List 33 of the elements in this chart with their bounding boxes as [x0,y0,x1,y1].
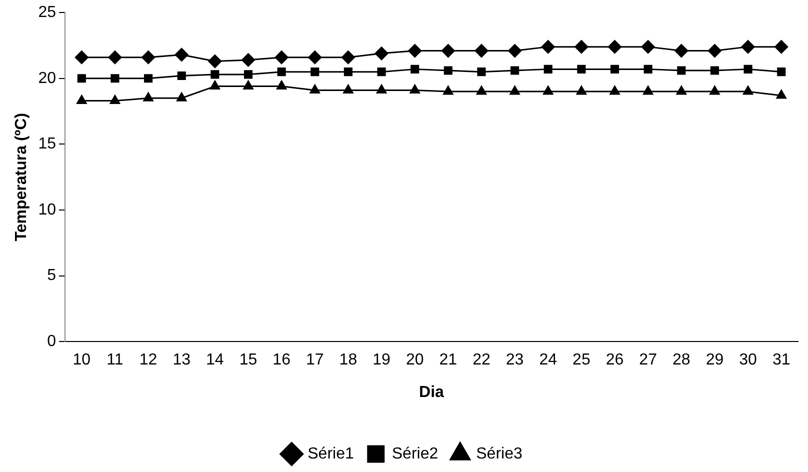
x-axis-title: Dia [419,384,444,401]
x-tick-label: 26 [606,352,624,369]
x-tick-label: 11 [106,352,124,369]
x-tick-label: 25 [572,352,590,369]
x-tick-label: 13 [172,352,191,369]
legend-label: Série3 [476,445,522,462]
x-tick-label: 14 [206,352,224,369]
y-tick-label: 25 [38,4,56,22]
y-tick-label: 10 [38,201,56,218]
x-tick-label: 27 [639,352,658,369]
x-tick-label: 28 [672,352,690,369]
x-tick-label: 20 [406,352,424,369]
x-tick-label: 24 [539,352,558,369]
x-tick-label: 17 [306,352,324,369]
x-tick-label: 10 [72,352,91,369]
x-tick-label: 12 [139,352,158,369]
legend-label: Série1 [308,445,354,462]
y-tick-label: 5 [47,267,56,284]
x-tick-label: 31 [772,352,790,369]
x-tick-label: 18 [339,352,358,369]
x-tick-label: 15 [239,352,258,369]
x-tick-label: 30 [739,352,758,369]
x-tick-label: 19 [372,352,391,369]
x-tick-label: 22 [472,352,490,369]
y-tick-label: 20 [38,70,56,87]
y-axis-title: Temperatura (ºC) [13,112,30,242]
y-tick-label: 0 [47,333,56,350]
y-tick-label: 15 [38,136,56,153]
x-tick-label: 29 [706,352,724,369]
x-tick-label: 21 [439,352,458,369]
legend-label: Série2 [392,445,438,462]
x-tick-label: 23 [506,352,524,369]
x-tick-label: 16 [272,352,291,369]
